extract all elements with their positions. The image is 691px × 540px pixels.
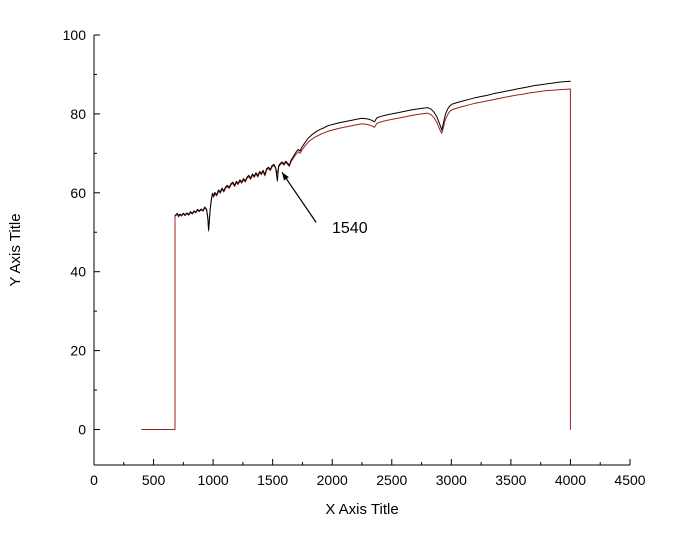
y-tick-label: 0 bbox=[78, 421, 86, 437]
x-tick-label: 1500 bbox=[257, 472, 288, 488]
x-tick-label: 3000 bbox=[436, 472, 467, 488]
series-red bbox=[141, 88, 571, 430]
series-black bbox=[174, 80, 571, 230]
x-tick-label: 4500 bbox=[614, 472, 645, 488]
x-tick-label: 500 bbox=[142, 472, 166, 488]
y-axis-title: Y Axis Title bbox=[7, 213, 24, 286]
x-tick-label: 2000 bbox=[317, 472, 348, 488]
annotation-arrow bbox=[281, 171, 317, 223]
y-tick-label: 60 bbox=[70, 185, 86, 201]
x-axis-title: X Axis Title bbox=[325, 501, 398, 518]
x-tick-label: 4000 bbox=[555, 472, 586, 488]
annotation-label: 1540 bbox=[332, 220, 368, 237]
y-tick-label: 80 bbox=[70, 106, 86, 122]
x-tick-label: 3500 bbox=[495, 472, 526, 488]
y-tick-label: 20 bbox=[70, 343, 86, 359]
x-tick-label: 2500 bbox=[376, 472, 407, 488]
x-tick-label: 0 bbox=[90, 472, 98, 488]
plot-area: 0 500 1000 1500 2000 2500 3000 3500 4000 4500 0 20 4… bbox=[63, 27, 646, 488]
x-tick-label: 1000 bbox=[198, 472, 229, 488]
y-tick-label: 40 bbox=[70, 264, 86, 280]
y-tick-label: 100 bbox=[63, 27, 87, 43]
